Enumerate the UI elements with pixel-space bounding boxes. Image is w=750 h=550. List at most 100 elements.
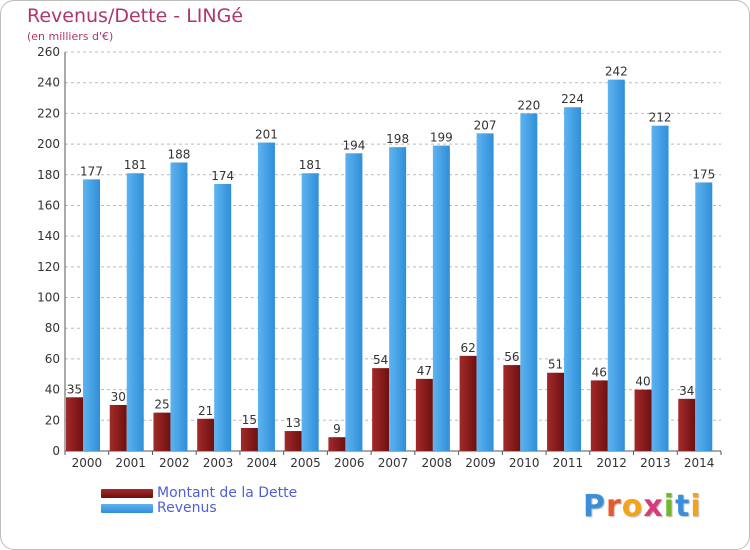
y-tick-label: 240 [37, 76, 60, 90]
data-label-revenus: 181 [299, 158, 322, 172]
data-label-revenus: 212 [649, 111, 672, 125]
bar-dette [678, 398, 696, 451]
bar-revenus [345, 153, 363, 452]
x-tick-label: 2006 [334, 456, 365, 470]
bar-revenus [389, 147, 407, 451]
chart-subtitle: (en milliers d'€) [27, 30, 114, 43]
x-tick-label: 2010 [509, 456, 540, 470]
data-label-revenus: 181 [124, 158, 147, 172]
chart-title: Revenus/Dette - LINGé [27, 5, 244, 27]
data-label-revenus: 201 [255, 128, 278, 142]
bar-dette [153, 412, 171, 451]
data-label-dette: 30 [111, 390, 126, 404]
bar-revenus [170, 162, 188, 451]
legend-swatch-dette [101, 489, 153, 498]
bar-dette [284, 431, 302, 451]
data-label-revenus: 177 [80, 164, 103, 178]
data-label-dette: 46 [592, 365, 607, 379]
x-tick-label: 2013 [640, 456, 671, 470]
data-label-dette: 62 [460, 341, 475, 355]
y-tick-label: 80 [45, 321, 60, 335]
legend-item-dette: Montant de la Dette [101, 486, 297, 501]
data-label-dette: 54 [373, 353, 388, 367]
y-tick-label: 180 [37, 168, 60, 182]
bar-dette [109, 404, 127, 451]
x-tick-label: 2003 [203, 456, 234, 470]
data-label-dette: 40 [635, 375, 650, 389]
data-label-revenus: 207 [474, 118, 497, 132]
data-label-revenus: 188 [168, 147, 191, 161]
data-label-dette: 9 [333, 422, 341, 436]
y-tick-label: 200 [37, 137, 60, 151]
data-label-dette: 21 [198, 404, 213, 418]
logo-letter: i [690, 489, 702, 524]
bar-dette [372, 368, 390, 451]
x-tick-label: 2011 [553, 456, 584, 470]
bar-revenus [301, 173, 319, 451]
bar-dette [66, 397, 83, 451]
y-tick-label: 0 [52, 444, 60, 458]
x-tick-label: 2000 [72, 456, 103, 470]
bar-dette [240, 427, 258, 451]
y-tick-label: 100 [37, 291, 60, 305]
legend-label-dette: Montant de la Dette [157, 485, 298, 501]
bar-revenus [520, 113, 538, 451]
x-tick-label: 2014 [684, 456, 715, 470]
bar-revenus [651, 125, 669, 452]
x-tick-label: 2012 [596, 456, 627, 470]
bar-revenus [126, 173, 144, 451]
bar-revenus [564, 107, 582, 451]
data-label-dette: 25 [154, 398, 169, 412]
bar-dette [547, 372, 565, 451]
logo-letter: x [643, 489, 664, 524]
legend-label-revenus: Revenus [157, 500, 217, 516]
y-tick-label: 120 [37, 260, 60, 274]
bar-revenus [257, 142, 275, 452]
y-tick-label: 140 [37, 229, 60, 243]
y-tick-label: 60 [45, 352, 60, 366]
y-tick-label: 260 [37, 45, 60, 59]
legend-item-revenus: Revenus [101, 501, 297, 516]
legend-swatch-revenus [101, 504, 153, 513]
x-tick-label: 2005 [290, 456, 321, 470]
x-tick-label: 2007 [378, 456, 409, 470]
logo-letter: o [621, 489, 644, 524]
data-label-revenus: 224 [561, 92, 584, 106]
x-tick-label: 2009 [465, 456, 496, 470]
y-tick-label: 160 [37, 198, 60, 212]
data-label-revenus: 194 [342, 138, 365, 152]
bar-revenus [476, 133, 494, 452]
x-tick-label: 2001 [115, 456, 146, 470]
bar-dette [503, 365, 521, 451]
x-tick-label: 2008 [421, 456, 452, 470]
data-label-dette: 34 [679, 384, 694, 398]
data-label-dette: 13 [286, 416, 301, 430]
bar-dette [328, 437, 346, 451]
data-label-revenus: 220 [517, 98, 540, 112]
data-label-revenus: 242 [605, 65, 628, 79]
bar-dette [197, 418, 215, 451]
bar-revenus [432, 145, 450, 451]
y-tick-label: 40 [45, 383, 60, 397]
bar-revenus [695, 182, 713, 451]
data-label-dette: 35 [67, 382, 82, 396]
data-label-dette: 56 [504, 350, 519, 364]
legend: Montant de la Dette Revenus [101, 486, 297, 516]
logo-letter: r [606, 489, 622, 524]
x-tick-label: 2004 [247, 456, 278, 470]
x-tick-label: 2002 [159, 456, 190, 470]
logo-letter: i [663, 489, 676, 524]
bar-revenus [214, 183, 232, 451]
data-label-revenus: 175 [692, 167, 715, 181]
data-label-revenus: 199 [430, 131, 453, 145]
bar-dette [634, 389, 652, 451]
bar-revenus [607, 79, 625, 451]
bar-dette [415, 378, 433, 451]
data-label-revenus: 198 [386, 132, 409, 146]
y-tick-label: 220 [37, 106, 60, 120]
data-label-dette: 47 [417, 364, 432, 378]
data-label-revenus: 174 [211, 169, 234, 183]
y-tick-label: 20 [45, 413, 60, 427]
bar-dette [590, 380, 608, 451]
